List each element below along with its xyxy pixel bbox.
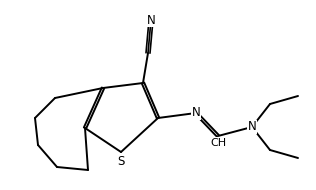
Text: S: S xyxy=(117,155,125,168)
Text: CH: CH xyxy=(210,138,226,148)
Text: N: N xyxy=(248,120,256,134)
Text: N: N xyxy=(147,13,155,26)
Text: N: N xyxy=(191,107,200,120)
